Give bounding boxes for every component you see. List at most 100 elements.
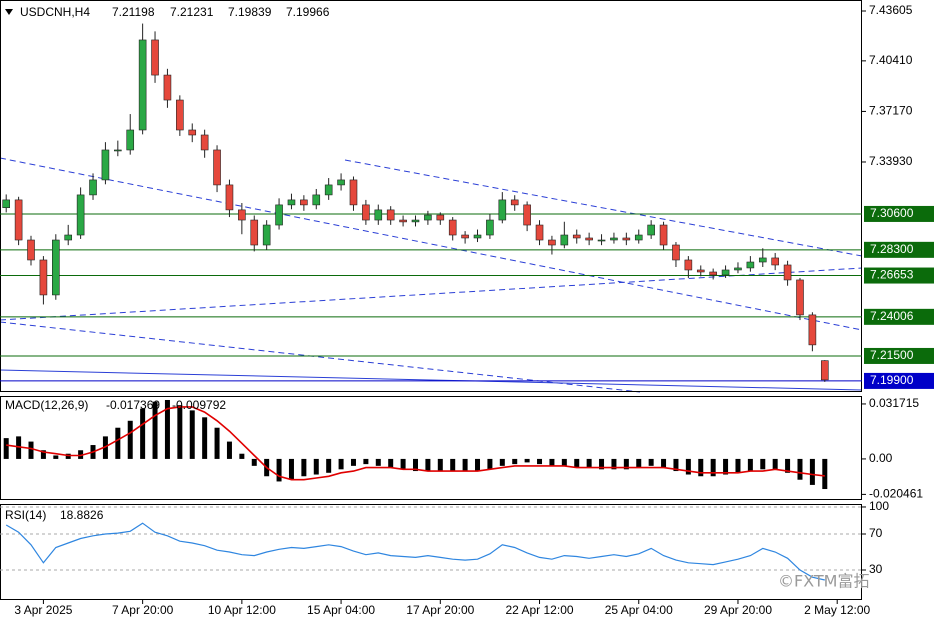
- x-tick-label: 25 Apr 04:00: [605, 603, 673, 617]
- macd-bar: [313, 458, 319, 475]
- candle-body: [225, 184, 234, 211]
- macd-bar: [400, 458, 406, 470]
- candle-body: [176, 99, 184, 131]
- macd-bar: [276, 458, 282, 482]
- candle-body: [597, 239, 606, 242]
- macd-bar: [140, 408, 146, 459]
- candle-body: [634, 234, 643, 241]
- macd-bar: [202, 417, 208, 459]
- candle-body: [163, 74, 172, 101]
- candle-body: [622, 237, 631, 241]
- candle-body: [659, 224, 668, 246]
- indicator-value: -0.017369: [106, 398, 160, 412]
- candle-body: [796, 279, 804, 316]
- y-tick-label: 100: [869, 499, 889, 513]
- candle-body: [473, 234, 482, 239]
- ohlc-value: 7.19966: [286, 5, 330, 19]
- candle-body: [585, 237, 593, 241]
- level-box: [864, 347, 934, 364]
- candle-body: [14, 199, 23, 241]
- candle-body: [560, 234, 569, 246]
- candle-body: [262, 224, 271, 246]
- macd-bar: [388, 458, 394, 468]
- trend-line: [0, 157, 863, 331]
- x-tick-label: 7 Apr 20:00: [112, 603, 174, 617]
- macd-bar: [760, 458, 766, 470]
- ohlc-value: 7.21231: [170, 5, 214, 19]
- macd-bar: [115, 427, 121, 459]
- candle-body: [399, 219, 407, 223]
- candle-body: [548, 239, 556, 246]
- signal-line: [6, 406, 825, 481]
- indicator-value: -0.009792: [172, 398, 226, 412]
- y-tick-label: 70: [869, 526, 883, 540]
- macd-bar: [599, 458, 605, 470]
- macd-bar: [425, 458, 431, 472]
- watermark: ©FXTM富拓: [778, 572, 869, 591]
- trend-line: [0, 321, 641, 393]
- candle-body: [300, 199, 308, 206]
- macd-bar: [363, 458, 369, 465]
- macd-bar: [127, 420, 133, 459]
- macd-bar: [710, 458, 716, 477]
- y-tick-label: 7.33930: [869, 154, 913, 168]
- candle-body: [250, 219, 259, 246]
- candle-body: [151, 39, 159, 76]
- macd-bar: [797, 458, 803, 480]
- macd-bar: [189, 410, 195, 459]
- macd-bar: [226, 441, 232, 459]
- indicator-value: 18.8826: [60, 508, 104, 522]
- level-label: 7.30600: [870, 206, 914, 220]
- candle-body: [771, 257, 779, 266]
- candle-body: [523, 204, 531, 226]
- macd-bar: [28, 441, 34, 459]
- level-label: 7.19900: [870, 373, 914, 387]
- panel-frame: [0, 0, 862, 392]
- candle-body: [758, 257, 767, 263]
- candle-body: [374, 209, 383, 221]
- x-tick-label: 2 May 12:00: [804, 603, 870, 617]
- y-tick-label: -0.020461: [869, 487, 923, 501]
- macd-bar: [152, 401, 158, 459]
- candle-body: [734, 267, 742, 271]
- candle-body: [213, 149, 221, 186]
- level-label: 7.21500: [870, 348, 914, 362]
- macd-bar: [685, 458, 691, 475]
- macd-bar: [586, 458, 592, 468]
- candle-body: [709, 271, 717, 276]
- macd-bar: [40, 450, 46, 459]
- candle-body: [64, 234, 73, 241]
- level-label: 7.24006: [870, 309, 914, 323]
- candle-body: [362, 204, 370, 221]
- x-tick-label: 22 Apr 12:00: [505, 603, 573, 617]
- macd-bar: [462, 458, 468, 472]
- trend-line: [344, 159, 863, 257]
- candle-body: [498, 199, 507, 221]
- macd-bar: [735, 458, 741, 473]
- macd-bar: [822, 458, 828, 490]
- candle-body: [684, 259, 693, 271]
- candle-body: [238, 209, 246, 221]
- x-tick-label: 10 Apr 12:00: [208, 603, 276, 617]
- candle-body: [188, 129, 197, 136]
- macd-bar: [661, 458, 667, 468]
- ohlc-value: 7.19839: [228, 5, 272, 19]
- macd-bar: [239, 453, 245, 459]
- candle-body: [39, 259, 48, 296]
- x-tick-label: 15 Apr 04:00: [307, 603, 375, 617]
- macd-bar: [524, 458, 530, 463]
- candle-body: [349, 179, 358, 206]
- candle-body: [746, 261, 755, 269]
- candle-body: [126, 129, 135, 151]
- level-label: 7.28300: [870, 242, 914, 256]
- macd-bar: [648, 458, 654, 466]
- candle-body: [138, 39, 147, 131]
- macd-bar: [611, 458, 617, 470]
- candle-body: [337, 179, 345, 186]
- macd-bar: [636, 458, 642, 468]
- candle-body: [672, 244, 680, 261]
- macd-bar: [673, 458, 679, 472]
- panel-frame: [0, 504, 862, 600]
- candle-body: [275, 204, 283, 226]
